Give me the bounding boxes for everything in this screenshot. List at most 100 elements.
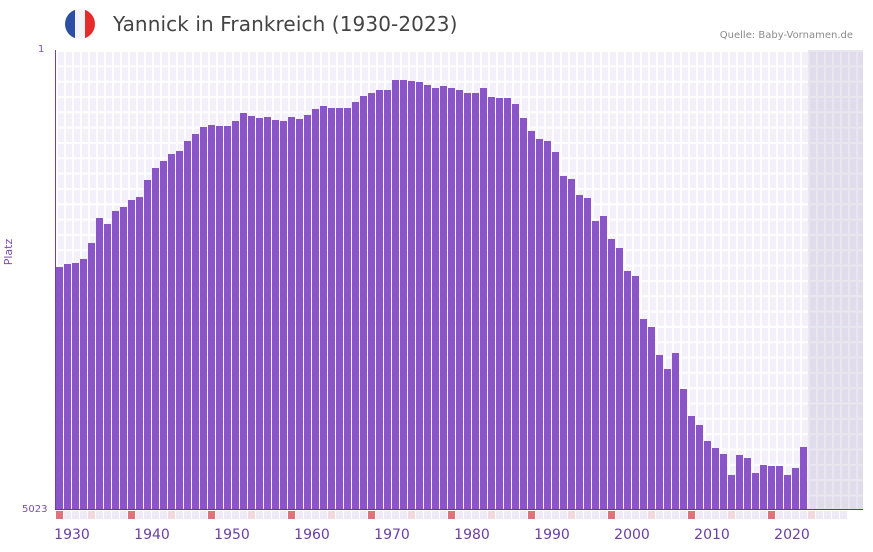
bar-2006[interactable] <box>664 368 671 510</box>
bar-1942[interactable] <box>152 168 159 510</box>
bar-1993[interactable] <box>560 176 567 510</box>
bar-1963[interactable] <box>320 105 327 510</box>
bar-1940[interactable] <box>136 197 143 510</box>
bar-2023[interactable] <box>800 446 807 510</box>
bar-2001[interactable] <box>624 270 631 510</box>
bar-1990[interactable] <box>536 138 543 510</box>
bar-1952[interactable] <box>232 121 239 510</box>
bar-1982[interactable] <box>472 92 479 510</box>
bar-1961[interactable] <box>304 114 311 510</box>
bar-1988[interactable] <box>520 117 527 510</box>
bar-1960[interactable] <box>296 118 303 510</box>
bar-1966[interactable] <box>344 107 351 510</box>
bar-1978[interactable] <box>440 85 447 510</box>
bar-1953[interactable] <box>240 113 247 510</box>
bar-1955[interactable] <box>256 117 263 510</box>
bar-1958[interactable] <box>280 121 287 510</box>
bar-2005[interactable] <box>656 354 663 510</box>
bar-1968[interactable] <box>360 95 367 510</box>
bar-1985[interactable] <box>496 97 503 510</box>
bar-2017[interactable] <box>752 473 759 510</box>
bar-2010[interactable] <box>696 424 703 510</box>
bar-1977[interactable] <box>432 88 439 510</box>
bar-1984[interactable] <box>488 96 495 510</box>
bar-2015[interactable] <box>736 454 743 510</box>
bar-1943[interactable] <box>160 160 167 510</box>
bar-2009[interactable] <box>688 416 695 510</box>
bar-1930[interactable] <box>56 267 63 510</box>
bar-1938[interactable] <box>120 207 127 510</box>
bar-2000[interactable] <box>616 247 623 510</box>
bar-2022[interactable] <box>792 467 799 510</box>
bar-2019[interactable] <box>768 465 775 510</box>
bar-1936[interactable] <box>104 223 111 510</box>
bar-2008[interactable] <box>680 388 687 510</box>
bar-1981[interactable] <box>464 92 471 510</box>
bar-1956[interactable] <box>264 116 271 510</box>
bar-1959[interactable] <box>288 116 295 510</box>
bar-1980[interactable] <box>456 90 463 510</box>
bar-1964[interactable] <box>328 107 335 510</box>
bar-2011[interactable] <box>704 441 711 510</box>
bar-2003[interactable] <box>640 319 647 510</box>
bar-1998[interactable] <box>600 215 607 510</box>
x-axis-label: 1940 <box>134 527 170 543</box>
bar-1957[interactable] <box>272 119 279 510</box>
bar-1937[interactable] <box>112 211 119 510</box>
bar-1950[interactable] <box>216 125 223 510</box>
bar-1946[interactable] <box>184 140 191 510</box>
bar-1970[interactable] <box>376 90 383 510</box>
bar-1969[interactable] <box>368 92 375 510</box>
bar-2014[interactable] <box>728 474 735 510</box>
bar-2002[interactable] <box>632 276 639 510</box>
bar-1992[interactable] <box>552 151 559 510</box>
bar-1975[interactable] <box>416 81 423 510</box>
bar-1997[interactable] <box>592 221 599 510</box>
bar-1999[interactable] <box>608 238 615 510</box>
bar-1941[interactable] <box>144 179 151 510</box>
bar-1951[interactable] <box>224 125 231 510</box>
bar-1935[interactable] <box>96 217 103 510</box>
bar-1949[interactable] <box>208 125 215 510</box>
bar-1989[interactable] <box>528 130 535 510</box>
bar-1995[interactable] <box>576 194 583 510</box>
bar-1962[interactable] <box>312 108 319 510</box>
bar-1994[interactable] <box>568 179 575 510</box>
bar-2007[interactable] <box>672 353 679 510</box>
bar-1991[interactable] <box>544 140 551 510</box>
bar-1972[interactable] <box>392 80 399 510</box>
bar-1996[interactable] <box>584 198 591 510</box>
bar-2018[interactable] <box>760 464 767 510</box>
bar-1987[interactable] <box>512 103 519 510</box>
bar-2021[interactable] <box>784 474 791 510</box>
bar-1948[interactable] <box>200 126 207 510</box>
year-marker <box>440 511 447 519</box>
bar-1965[interactable] <box>336 107 343 510</box>
bar-1979[interactable] <box>448 88 455 510</box>
bar-1983[interactable] <box>480 88 487 510</box>
bar-1974[interactable] <box>408 81 415 510</box>
bar-1973[interactable] <box>400 80 407 510</box>
year-marker <box>544 511 551 519</box>
bar-2012[interactable] <box>712 448 719 510</box>
bar-1945[interactable] <box>176 150 183 510</box>
bar-2004[interactable] <box>648 326 655 510</box>
bar-1986[interactable] <box>504 98 511 510</box>
x-axis-label: 2020 <box>774 527 810 543</box>
bar-2013[interactable] <box>720 453 727 510</box>
bar-1967[interactable] <box>352 102 359 510</box>
bar-1939[interactable] <box>128 200 135 510</box>
bar-2016[interactable] <box>744 458 751 510</box>
bar-2020[interactable] <box>776 465 783 510</box>
year-marker <box>176 511 183 519</box>
bar-1933[interactable] <box>80 258 87 510</box>
bar-1944[interactable] <box>168 154 175 510</box>
bar-1947[interactable] <box>192 134 199 510</box>
bar-1954[interactable] <box>248 115 255 510</box>
bar-1932[interactable] <box>72 263 79 510</box>
bar-1976[interactable] <box>424 84 431 510</box>
bar-1931[interactable] <box>64 264 71 510</box>
bar-1934[interactable] <box>88 243 95 510</box>
bar-1971[interactable] <box>384 90 391 510</box>
year-marker <box>816 511 823 519</box>
